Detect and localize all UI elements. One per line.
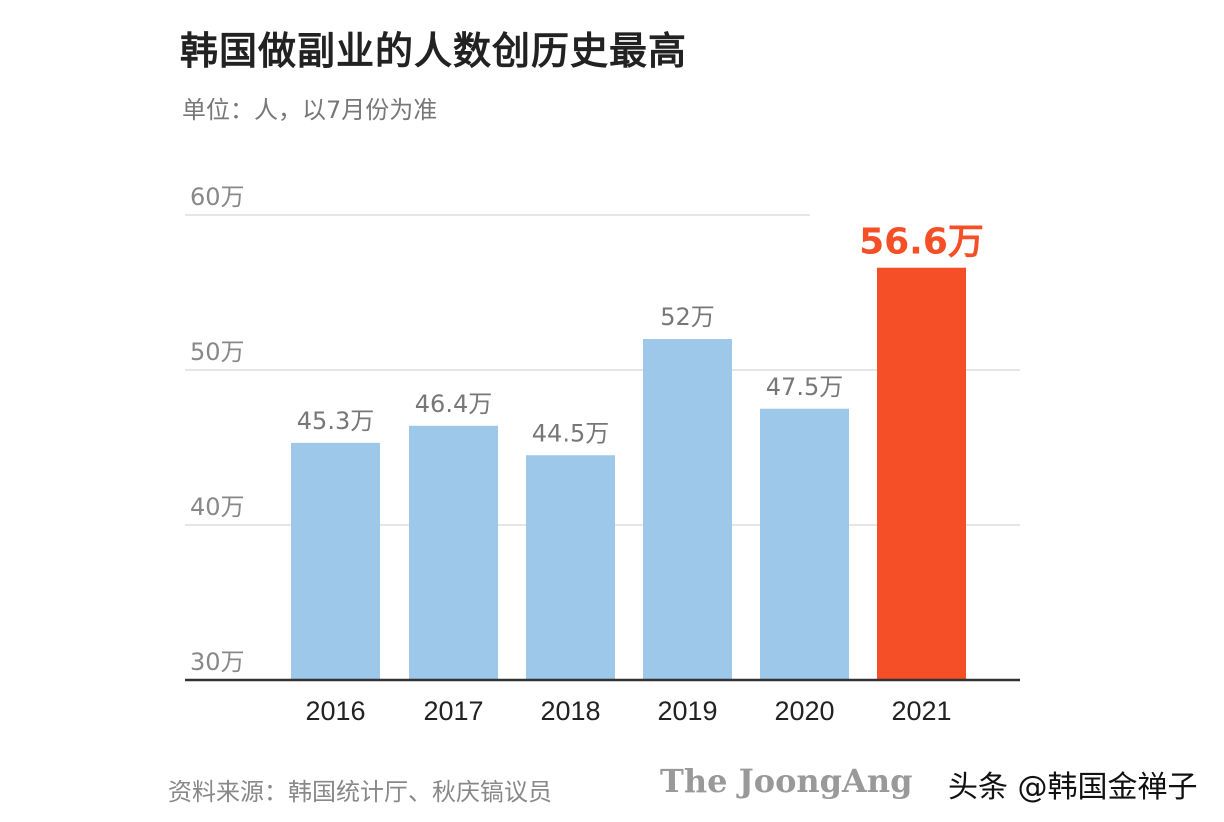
chart-title: 韩国做副业的人数创历史最高 [180, 29, 688, 73]
data-label: 47.5万 [766, 373, 843, 401]
x-tick-label: 2018 [540, 696, 600, 726]
data-label: 46.4万 [415, 390, 492, 418]
bar-2018 [526, 455, 615, 680]
joongang-logo: The JoongAng [660, 762, 913, 800]
y-tick-label: 40万 [190, 493, 245, 521]
x-tick-label: 2017 [423, 696, 483, 726]
source-note: 资料来源：韩国统计厅、秋庆镐议员 [168, 778, 552, 806]
bar-2016 [291, 442, 380, 680]
data-label: 45.3万 [297, 407, 374, 435]
x-tick-label: 2020 [774, 696, 834, 726]
x-tick-label: 2019 [657, 696, 717, 726]
bar-2021 [877, 267, 966, 680]
bar-2020 [760, 408, 849, 680]
chart-subtitle: 单位：人，以7月份为准 [182, 96, 438, 124]
y-tick-label: 30万 [190, 648, 245, 676]
data-label: 52万 [660, 303, 715, 331]
y-tick-label: 60万 [190, 183, 245, 211]
bar-2017 [409, 425, 498, 680]
data-label: 44.5万 [532, 419, 609, 447]
x-tick-label: 2016 [305, 696, 365, 726]
watermark: 头条 @韩国金禅子 [948, 770, 1198, 805]
y-tick-label: 50万 [190, 338, 245, 366]
data-label: 56.6万 [859, 222, 984, 263]
bar-2019 [643, 339, 732, 680]
x-tick-label: 2021 [891, 696, 951, 726]
